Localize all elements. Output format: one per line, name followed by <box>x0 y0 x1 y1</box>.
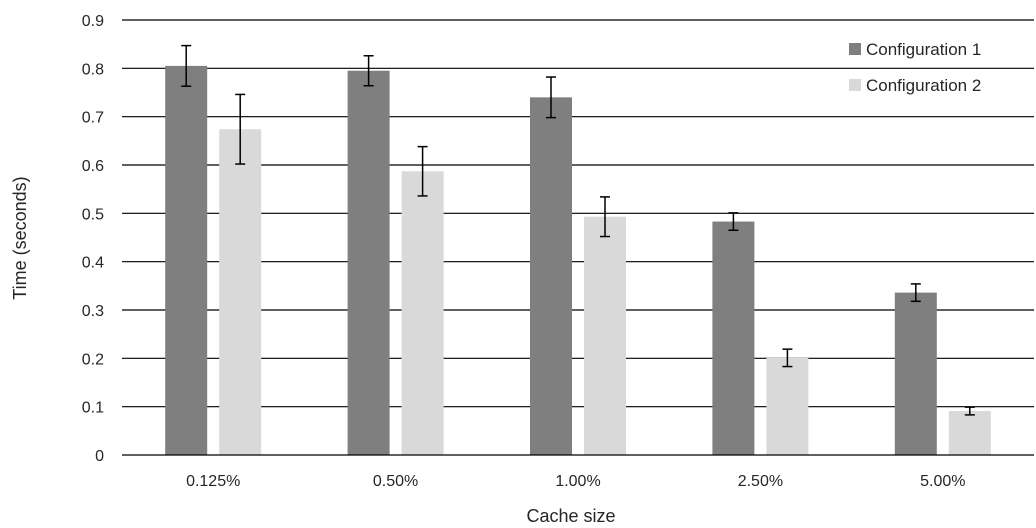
bar <box>766 358 808 455</box>
x-axis-ticks: 0.125% 0.50% 1.00% 2.50% 5.00% <box>186 473 965 490</box>
y-tick-label: 0.7 <box>82 110 104 127</box>
y-tick-label: 0.2 <box>82 351 104 368</box>
error-bars <box>181 46 975 415</box>
legend: Configuration 1 Configuration 2 <box>849 40 981 95</box>
x-tick-label: 0.125% <box>186 473 240 490</box>
x-tick-label: 0.50% <box>373 473 418 490</box>
x-tick-label: 2.50% <box>738 473 783 490</box>
bar <box>895 293 937 455</box>
bars <box>165 66 991 455</box>
y-tick-label: 0.5 <box>82 206 104 223</box>
y-tick-label: 0.8 <box>82 61 104 78</box>
bar <box>949 411 991 455</box>
bar <box>584 217 626 455</box>
y-tick-label: 0.4 <box>82 255 104 272</box>
y-tick-label: 0.1 <box>82 400 104 417</box>
legend-swatch <box>849 79 861 91</box>
bar <box>712 222 754 455</box>
legend-swatch <box>849 43 861 55</box>
legend-label: Configuration 2 <box>866 76 981 95</box>
y-tick-label: 0.6 <box>82 158 104 175</box>
legend-label: Configuration 1 <box>866 40 981 59</box>
bar <box>530 97 572 455</box>
bar <box>219 129 261 455</box>
bar <box>402 171 444 455</box>
y-tick-label: 0.3 <box>82 303 104 320</box>
bar <box>348 71 390 455</box>
bar <box>165 66 207 455</box>
x-axis-label: Cache size <box>526 506 615 526</box>
y-axis-label: Time (seconds) <box>10 176 30 299</box>
y-axis-ticks: 0 0.1 0.2 0.3 0.4 0.5 0.6 0.7 0.8 0.9 <box>82 13 104 465</box>
y-tick-label: 0.9 <box>82 13 104 30</box>
y-tick-label: 0 <box>95 448 104 465</box>
x-tick-label: 1.00% <box>555 473 600 490</box>
x-tick-label: 5.00% <box>920 473 965 490</box>
